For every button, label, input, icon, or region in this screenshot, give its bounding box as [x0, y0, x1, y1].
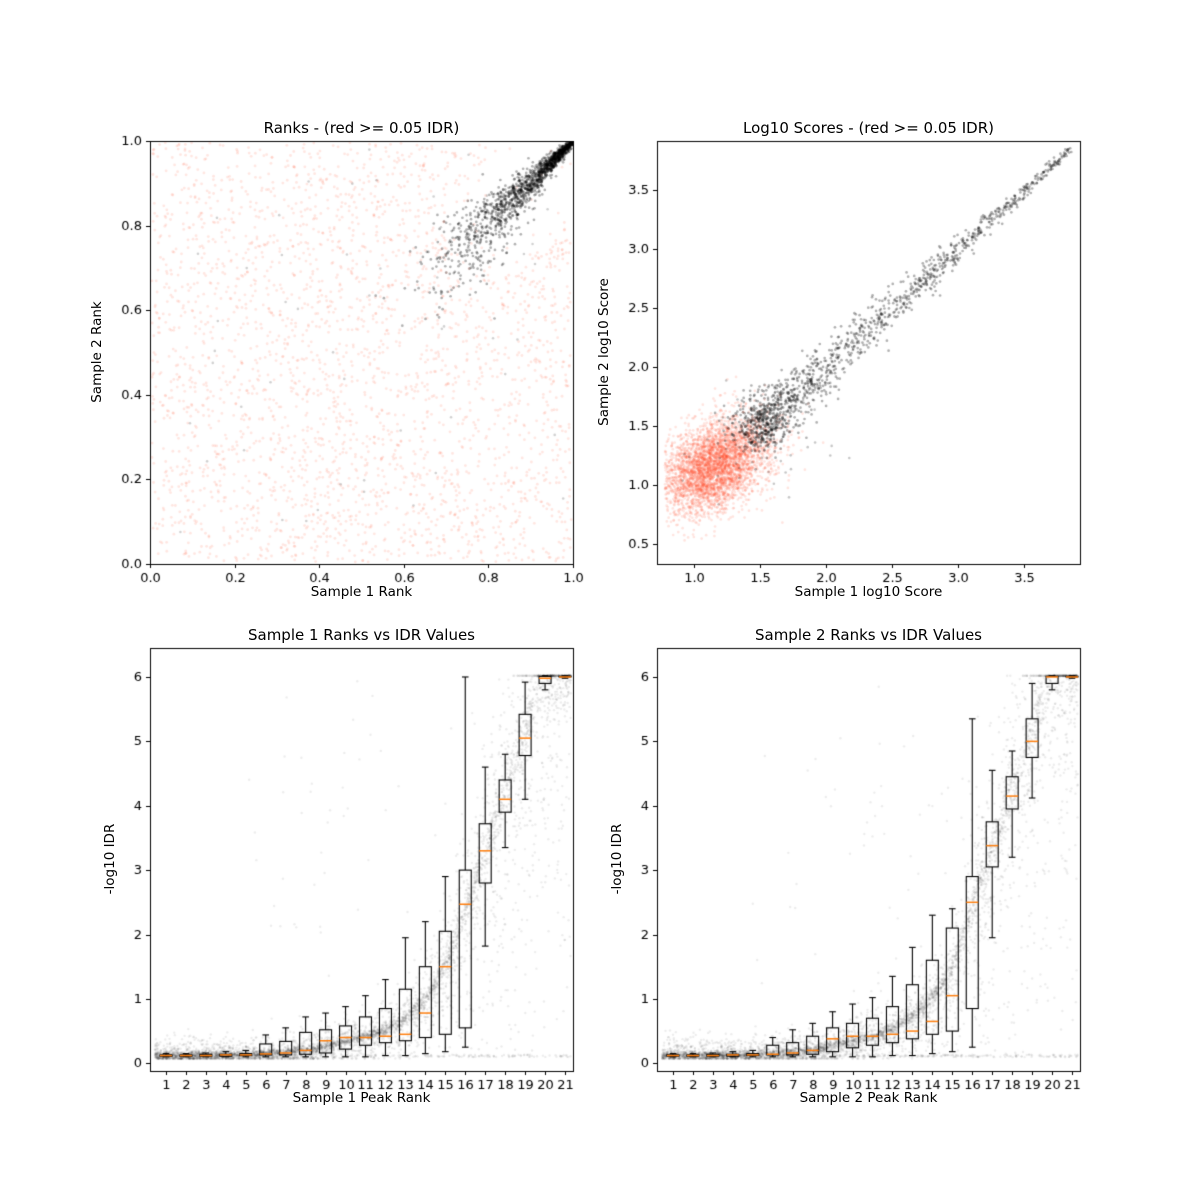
ylabel-sample1-idr-plot: -log10 IDR [102, 823, 118, 895]
xlabel-log10-scores-plot: Sample 1 log10 Score [794, 584, 943, 600]
title-log10-scores-plot: Log10 Scores - (red >= 0.05 IDR) [743, 119, 994, 137]
xlabel-sample1-idr-plot: Sample 1 Peak Rank [292, 1090, 431, 1106]
ylabel-log10-scores-plot: Sample 2 log10 Score [596, 278, 612, 426]
ylabel-sample2-idr-plot: -log10 IDR [609, 823, 625, 895]
title-sample1-idr-plot: Sample 1 Ranks vs IDR Values [247, 626, 475, 644]
ylabel-ranks-plot: Sample 2 Rank [89, 301, 105, 403]
title-ranks-plot: Ranks - (red >= 0.05 IDR) [263, 119, 460, 137]
xlabel-sample2-idr-plot: Sample 2 Peak Rank [799, 1090, 938, 1106]
title-sample2-idr-plot: Sample 2 Ranks vs IDR Values [754, 626, 982, 644]
xlabel-ranks-plot: Sample 1 Rank [310, 584, 413, 600]
